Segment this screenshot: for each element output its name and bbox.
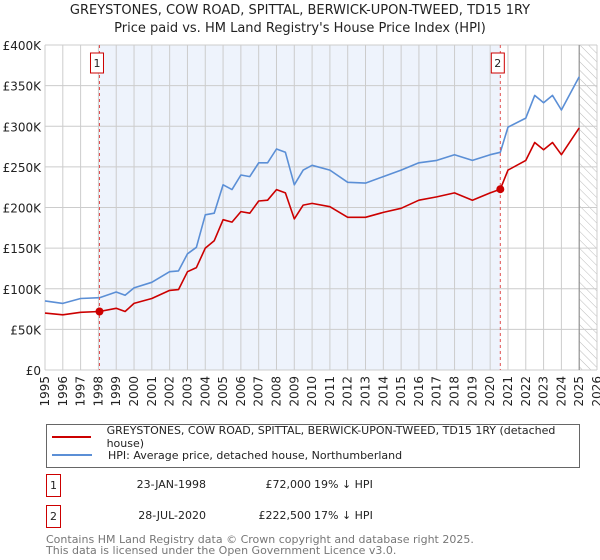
transaction-hpi: 17% ↓ HPI: [314, 509, 373, 522]
x-tick-label: 2009: [287, 376, 301, 407]
sale-point: [95, 307, 104, 316]
x-tick-label: 2004: [198, 376, 212, 407]
legend-swatch-blue: [52, 454, 92, 456]
x-tick-label: 2022: [519, 376, 533, 407]
x-tick-label: 1995: [38, 376, 52, 407]
marker-label: 1: [93, 57, 100, 70]
x-tick-label: 1997: [74, 376, 88, 407]
x-tick-label: 2012: [341, 376, 355, 407]
marker-badge: [490, 52, 505, 74]
x-tick-label: 2008: [269, 376, 283, 407]
x-tick-label: 2006: [234, 376, 248, 407]
x-tick-label: 2013: [359, 376, 373, 407]
x-tick-label: 1998: [91, 376, 105, 407]
legend-swatch-red: [52, 436, 91, 438]
x-tick-label: 2026: [590, 376, 600, 407]
y-tick-label: £300K: [3, 120, 43, 134]
x-tick-label: 2023: [537, 376, 551, 407]
transaction-price: £72,000: [265, 478, 312, 491]
y-tick-label: £50K: [10, 323, 42, 337]
x-tick-label: 2017: [430, 376, 444, 407]
x-tick-label: 2018: [448, 376, 462, 407]
footer-copyright: Contains HM Land Registry data © Crown c…: [46, 533, 474, 546]
y-tick-label: £100K: [3, 283, 43, 297]
legend-item-property: GREYSTONES, COW ROAD, SPITTAL, BERWICK-U…: [47, 424, 579, 450]
marker-badge: 2: [46, 505, 61, 528]
x-tick-label: 2007: [252, 376, 266, 407]
transaction-hpi: 19% ↓ HPI: [314, 478, 373, 491]
legend-label: GREYSTONES, COW ROAD, SPITTAL, BERWICK-U…: [106, 424, 556, 450]
sale-point: [496, 185, 505, 194]
y-tick-label: £350K: [3, 80, 43, 94]
x-tick-label: 2019: [465, 376, 479, 407]
y-tick-label: £250K: [3, 161, 43, 175]
x-tick-label: 2001: [145, 376, 159, 407]
x-tick-label: 2000: [127, 376, 141, 407]
x-tick-label: 2015: [394, 376, 408, 407]
x-tick-label: 2010: [305, 376, 319, 407]
y-tick-label: £400K: [3, 39, 43, 53]
transaction-row: 2 28-JUL-2020 £222,500 17% ↓ HPI: [46, 505, 446, 528]
x-tick-label: 1996: [56, 376, 70, 407]
marker-badge: [89, 52, 104, 74]
transaction-price: £222,500: [258, 509, 312, 522]
x-tick-label: 2014: [376, 376, 390, 407]
marker-badge: 1: [46, 474, 61, 497]
y-tick-label: £150K: [3, 242, 43, 256]
y-tick-label: £200K: [3, 202, 43, 216]
legend: GREYSTONES, COW ROAD, SPITTAL, BERWICK-U…: [46, 424, 580, 468]
footer-licence: This data is licensed under the Open Gov…: [46, 544, 397, 557]
legend-label: HPI: Average price, detached house, Nort…: [108, 448, 403, 462]
x-tick-label: 2011: [323, 376, 337, 407]
chart-subtitle: Price paid vs. HM Land Registry's House …: [114, 21, 486, 36]
x-tick-label: 2025: [572, 376, 586, 407]
transaction-date: 28-JUL-2020: [138, 509, 206, 522]
y-tick-label: £0: [26, 364, 41, 378]
x-tick-label: 2024: [554, 376, 568, 407]
price-chart: 1995 1996 1997 1998 1999 2000 2001 2002 2003 2004…: [3, 39, 600, 407]
series-line: [44, 76, 580, 305]
x-tick-label: 2020: [483, 376, 497, 407]
x-tick-label: 2003: [180, 376, 194, 407]
x-tick-label: 2016: [412, 376, 426, 407]
x-tick-label: 1999: [109, 376, 123, 407]
marker-label: 2: [494, 57, 501, 70]
x-tick-label: 2005: [216, 376, 230, 407]
chart-title: GREYSTONES, COW ROAD, SPITTAL, BERWICK-U…: [69, 3, 531, 18]
x-tick-label: 2002: [163, 376, 177, 407]
legend-item-hpi: HPI: Average price, detached house, Nort…: [47, 446, 402, 464]
x-tick-label: 2021: [501, 376, 515, 407]
transaction-row: 1 23-JAN-1998 £72,000 19% ↓ HPI: [46, 474, 446, 497]
transaction-date: 23-JAN-1998: [136, 478, 206, 491]
